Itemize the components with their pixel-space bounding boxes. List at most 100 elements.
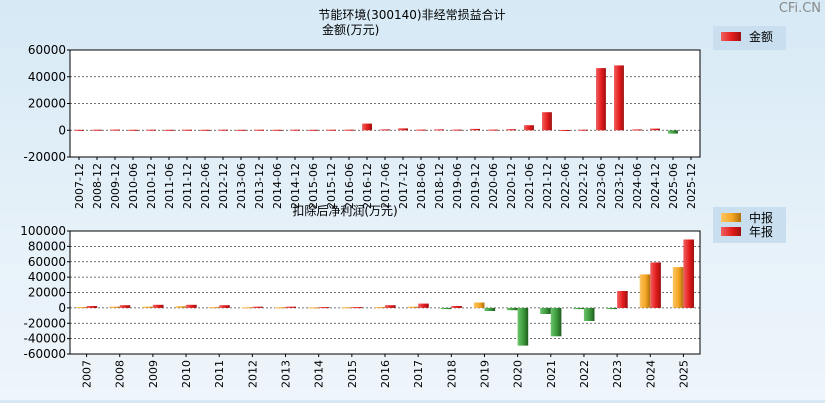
y-tick-label: 60000 <box>28 43 66 57</box>
y-tick-label: -40000 <box>23 332 66 346</box>
x-tick-label: 2024-12 <box>649 163 662 209</box>
x-tick-label: 2013-12 <box>253 163 266 209</box>
bar-金额 <box>506 129 516 131</box>
bar-金额 <box>272 129 282 131</box>
bar-年报 <box>285 306 297 308</box>
bar-中报 <box>440 307 452 310</box>
bar-中报 <box>76 307 87 309</box>
bar-年报 <box>119 305 131 308</box>
x-tick-label: 2015 <box>346 360 359 388</box>
bar-年报 <box>186 304 197 308</box>
bar-中报 <box>639 274 651 308</box>
bar-金额 <box>362 123 372 131</box>
legend-swatch <box>721 213 741 222</box>
bar-中报 <box>573 307 584 310</box>
bar-金额 <box>380 129 390 131</box>
bar-金额 <box>200 129 210 131</box>
bar-中报 <box>606 307 618 310</box>
bar-中报 <box>374 307 385 309</box>
plot-area <box>70 231 700 354</box>
bar-年报 <box>318 307 330 309</box>
legend-label: 中报 <box>749 210 773 225</box>
chart-title: 扣除后净利润(万元) <box>292 203 397 218</box>
x-tick-label: 2024 <box>644 360 657 388</box>
bar-金额 <box>398 128 408 131</box>
x-tick-label: 2019 <box>478 360 491 388</box>
x-tick-label: 2012 <box>246 360 259 388</box>
y-tick-label: -20000 <box>23 316 66 330</box>
bar-中报 <box>241 307 253 309</box>
watermark: CFi.CN <box>778 1 821 16</box>
bar-中报 <box>507 307 518 311</box>
bar-年报 <box>86 306 98 308</box>
plot-frame <box>69 230 701 355</box>
x-tick-label: 2014-12 <box>289 163 302 209</box>
x-tick-label: 2013 <box>280 360 293 388</box>
x-tick-label: 2016-12 <box>361 163 374 209</box>
bar-中报 <box>175 306 186 308</box>
y-tick-label: -20000 <box>23 150 66 164</box>
x-tick-label: 2011 <box>213 360 226 388</box>
y-tick-label: 0 <box>58 301 66 315</box>
bar-金额 <box>470 128 480 131</box>
bar-金额 <box>578 129 588 131</box>
bar-中报 <box>274 307 286 309</box>
bar-年报 <box>583 307 595 321</box>
x-tick-label: 2011-12 <box>181 163 194 209</box>
x-tick-label: 2017-12 <box>397 163 410 209</box>
x-tick-label: 2012-12 <box>217 163 230 209</box>
x-tick-label: 2015-12 <box>325 163 338 209</box>
bar-金额 <box>92 129 102 131</box>
x-tick-label: 2012-06 <box>199 163 212 209</box>
x-tick-label: 2020-12 <box>505 163 518 209</box>
x-tick-label: 2025-12 <box>685 163 698 209</box>
bar-金额 <box>236 129 246 131</box>
bar-金额 <box>596 68 606 131</box>
bar-金额 <box>326 129 336 131</box>
y-tick-label: 80000 <box>28 239 66 253</box>
x-tick-label: 2007 <box>81 360 94 388</box>
bar-金额 <box>632 129 642 131</box>
bar-金额 <box>218 129 228 131</box>
bar-金额 <box>416 129 426 131</box>
x-tick-label: 2025 <box>677 360 690 388</box>
x-tick-label: 2023 <box>611 360 624 388</box>
bar-中报 <box>473 302 485 308</box>
bar-金额 <box>164 129 174 131</box>
x-tick-label: 2020 <box>512 360 525 388</box>
x-tick-label: 2010-06 <box>127 163 140 209</box>
bar-年报 <box>219 305 230 308</box>
bar-年报 <box>650 262 661 308</box>
bar-金额 <box>488 129 498 131</box>
y-tick-label: 40000 <box>28 270 66 284</box>
bar-金额 <box>254 129 264 131</box>
x-tick-label: 2019-12 <box>469 163 482 209</box>
x-tick-label: 2008-12 <box>91 163 104 209</box>
x-tick-label: 2014-06 <box>271 163 284 209</box>
x-tick-label: 2021-12 <box>541 163 554 209</box>
y-tick-label: 0 <box>58 123 66 137</box>
bar-金额 <box>344 129 354 131</box>
plot-frame <box>69 49 701 158</box>
x-tick-label: 2025-06 <box>667 163 680 209</box>
bar-年报 <box>418 303 429 308</box>
bar-中报 <box>308 307 319 309</box>
bar-年报 <box>351 307 363 309</box>
x-tick-label: 2011-06 <box>163 163 176 209</box>
chart-subtitle: 金额(万元) <box>322 22 379 37</box>
legend-label: 金额 <box>749 29 773 44</box>
x-tick-label: 2009 <box>147 360 160 388</box>
legend-swatch <box>721 32 741 41</box>
bar-金额 <box>290 129 300 131</box>
y-tick-label: -60000 <box>23 347 66 361</box>
x-tick-label: 2017 <box>412 360 425 388</box>
bar-金额 <box>434 129 444 131</box>
x-tick-label: 2013-06 <box>235 163 248 209</box>
bar-金额 <box>308 129 318 131</box>
bar-中报 <box>208 307 220 309</box>
bar-中报 <box>142 306 153 308</box>
bar-金额 <box>182 129 192 131</box>
bar-金额 <box>650 128 660 131</box>
